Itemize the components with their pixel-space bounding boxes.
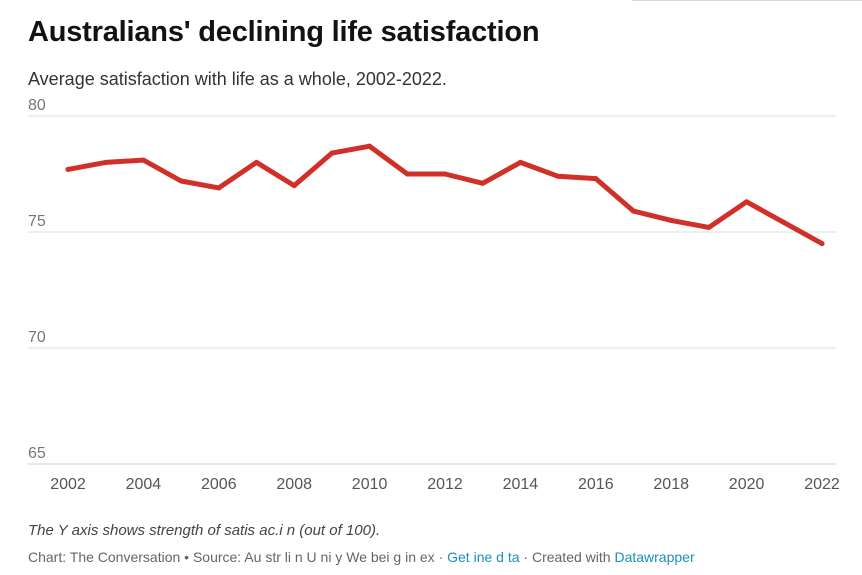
data-point-2022 [819,241,825,247]
data-point-2013 [480,180,486,186]
data-point-2014 [517,159,523,165]
data-point-2015 [555,173,561,179]
x-tick-label: 2020 [729,476,765,493]
x-tick-label: 2022 [804,476,840,493]
gridlines [28,115,836,465]
series-layer [65,143,825,247]
x-tick-label: 2002 [50,476,86,493]
footer-created: · Created with [519,549,615,565]
datawrapper-link[interactable]: Datawrapper [614,549,695,565]
data-point-2011 [404,171,410,177]
x-tick-label: 2010 [352,476,388,493]
y-tick-label: 70 [28,329,46,346]
chart-title: Australians' declining life satisfaction [28,16,540,48]
chart-subtitle: Average satisfaction with life as a whol… [28,69,447,89]
x-axis-ticks: 2002 2004 2006 2008 2010 2012 2014 2016 2018 2020… [50,476,840,493]
chart-footer: Chart: The Conversation • Source: Au str… [28,549,695,565]
data-point-2005 [178,178,184,184]
data-point-2003 [103,159,109,165]
x-tick-label: 2018 [653,476,689,493]
line-chart: 65 70 75 80 2002 2004 2006 2008 2010 2012 2014 201… [28,97,840,493]
data-point-2017 [631,208,636,214]
y-tick-label: 80 [28,97,46,114]
x-tick-label: 2016 [578,476,614,493]
y-axis-ticks: 65 70 75 80 [28,97,46,462]
x-tick-label: 2004 [126,476,162,493]
x-tick-label: 2014 [503,476,539,493]
footer-source: Chart: The Conversation • Source: Au str… [28,549,448,565]
data-point-2009 [329,150,335,156]
y-tick-label: 65 [28,445,46,462]
data-point-2008 [291,183,297,189]
x-tick-label: 2012 [427,476,463,493]
top-border [632,0,862,1]
data-point-2021 [781,220,787,226]
data-point-2002 [65,166,71,172]
data-point-2010 [367,143,373,149]
get-data-link[interactable]: Get ine d ta [447,549,520,565]
chart-note: The Y axis shows strength of satis ac.i … [28,522,381,539]
data-point-2004 [140,157,146,163]
data-point-2016 [593,176,599,182]
data-point-2019 [706,224,712,230]
y-tick-label: 75 [28,213,46,230]
data-point-2012 [442,171,448,177]
data-point-2006 [216,185,222,191]
x-tick-label: 2008 [276,476,312,493]
data-point-2018 [668,217,674,223]
x-tick-label: 2006 [201,476,237,493]
data-point-2007 [254,159,259,165]
data-point-2020 [744,199,750,205]
